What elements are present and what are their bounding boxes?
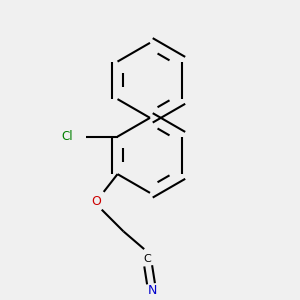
Text: C: C xyxy=(143,254,151,264)
Text: Cl: Cl xyxy=(61,130,73,143)
Text: O: O xyxy=(91,195,101,208)
Text: N: N xyxy=(147,284,157,297)
